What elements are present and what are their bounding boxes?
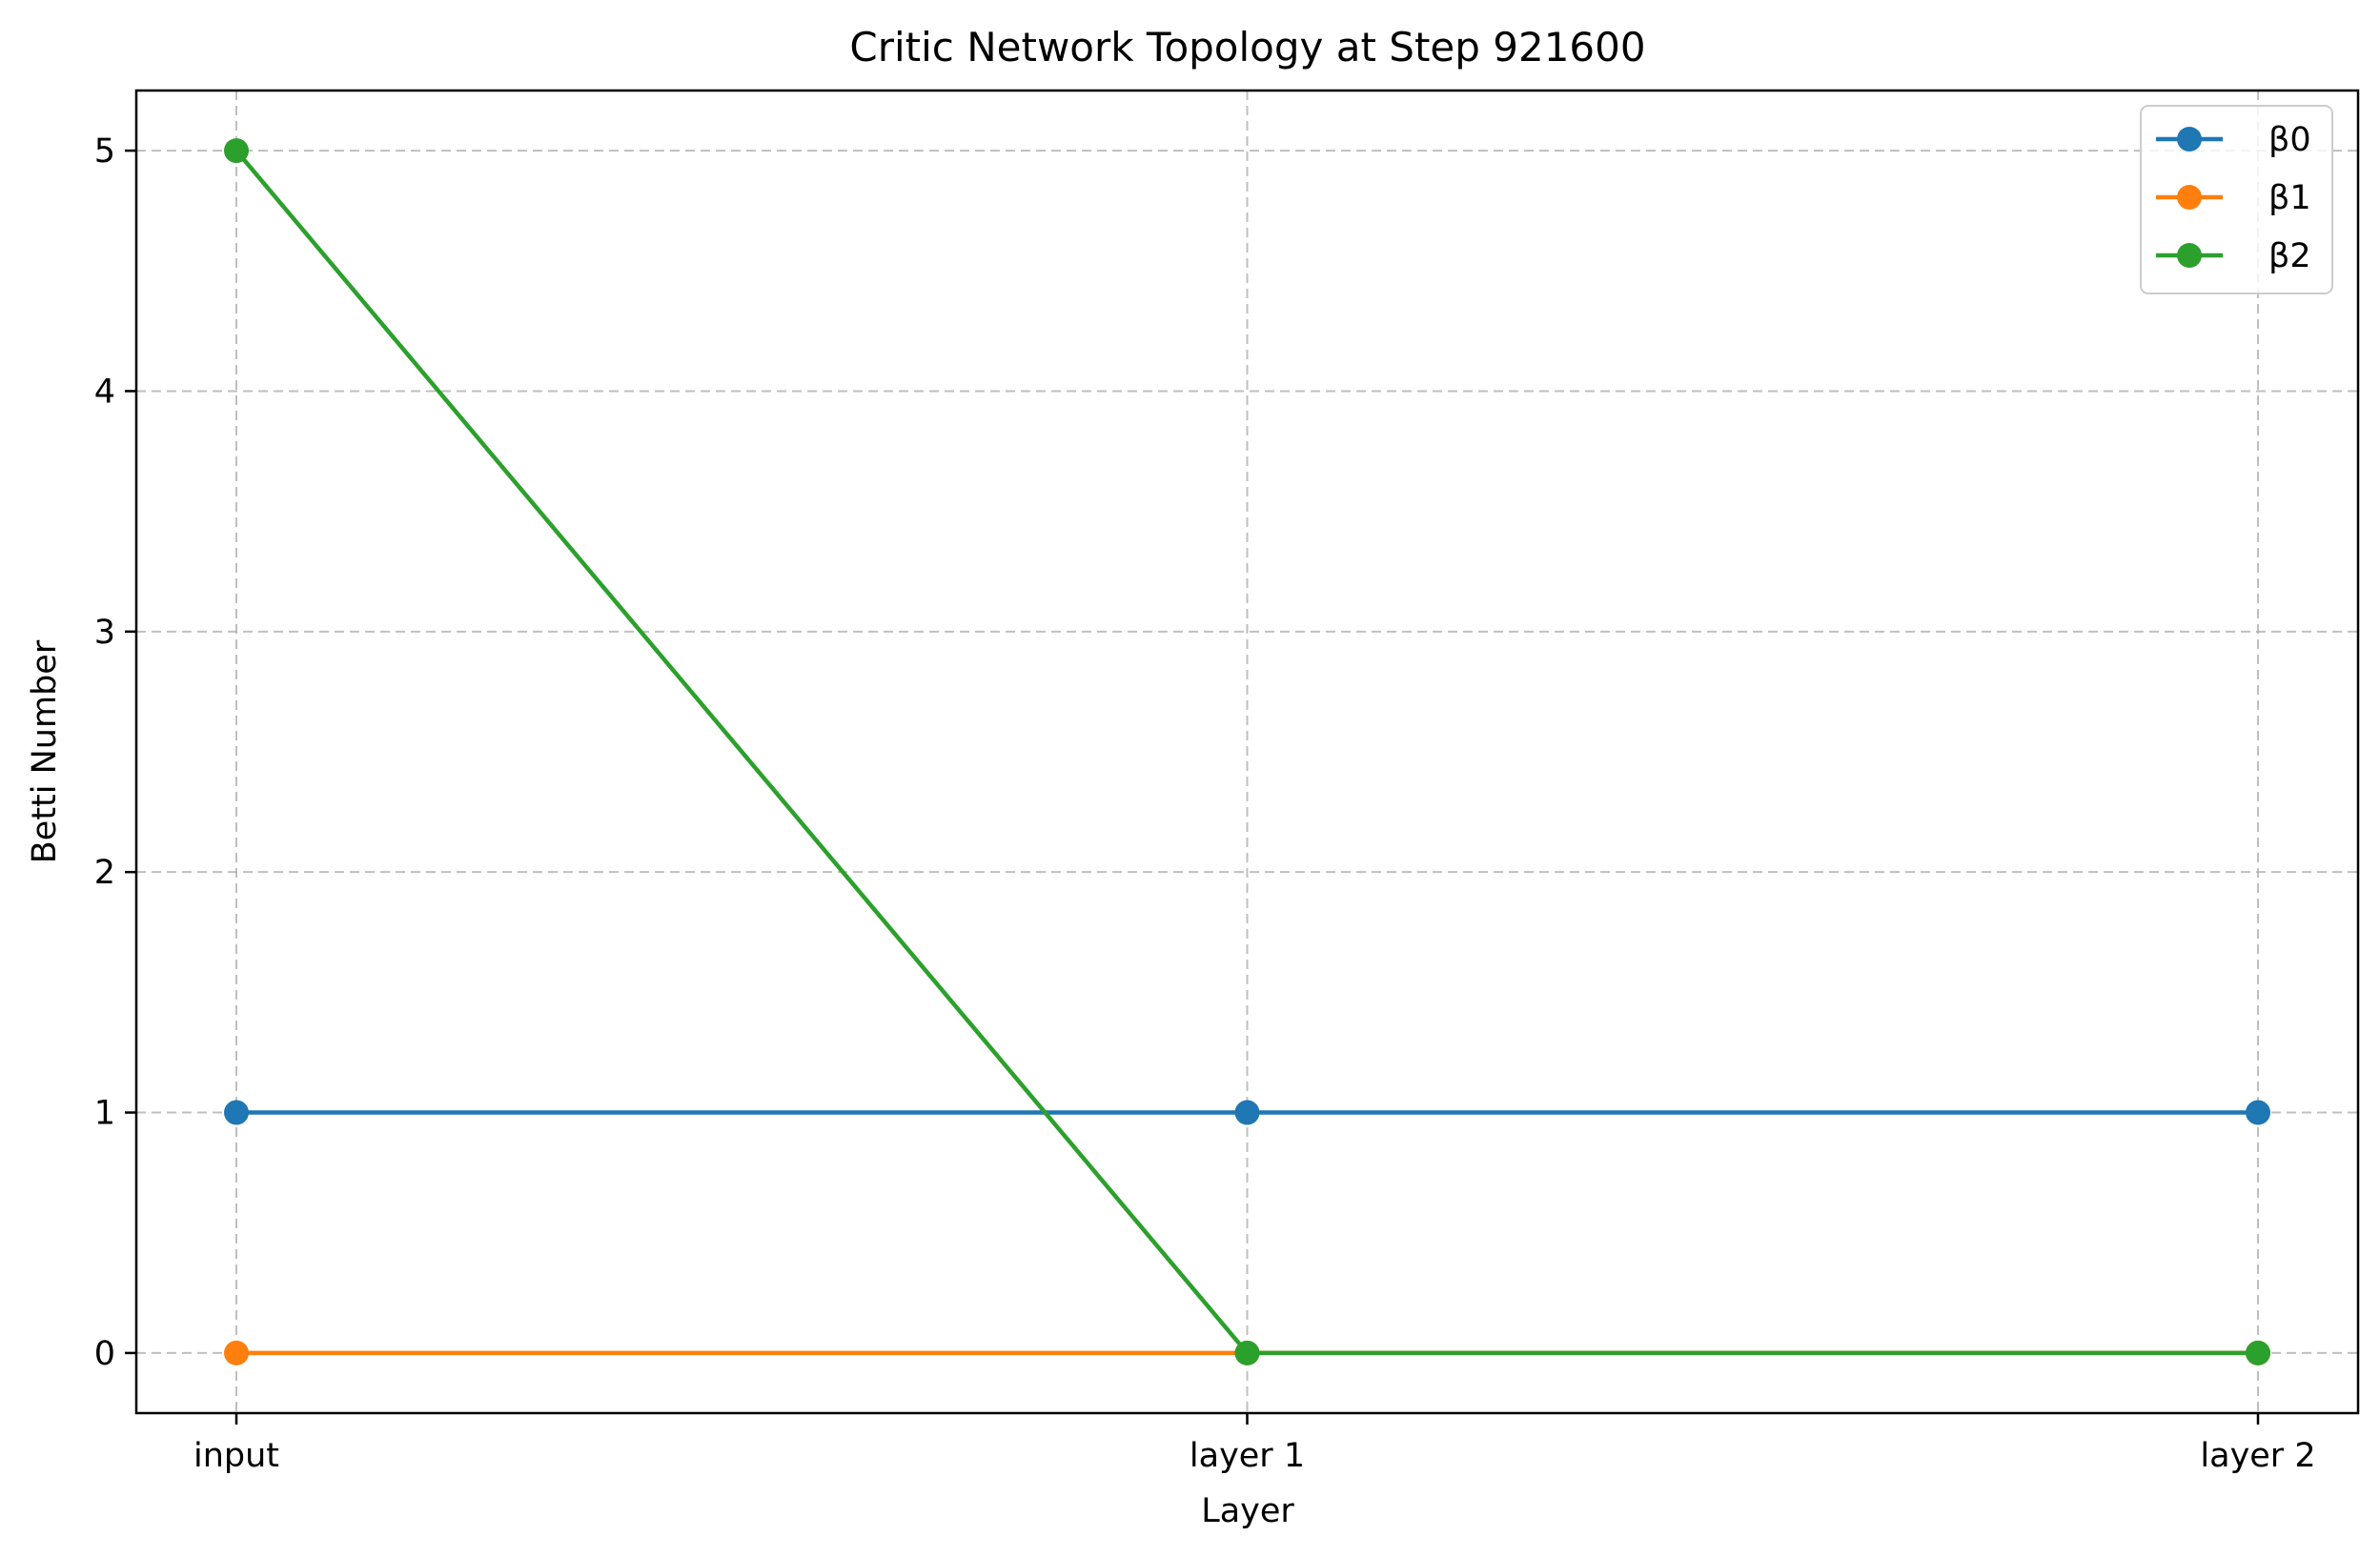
legend-marker bbox=[2177, 185, 2202, 210]
y-tick-label: 1 bbox=[94, 1095, 115, 1133]
plot-series bbox=[224, 138, 2270, 1365]
x-tick-label: input bbox=[193, 1437, 279, 1475]
legend-marker bbox=[2177, 127, 2202, 152]
y-tick-label: 0 bbox=[94, 1335, 115, 1373]
data-point bbox=[2246, 1340, 2270, 1365]
legend-label: β1 bbox=[2268, 179, 2311, 217]
y-axis-ticks: 0 1 2 3 4 5 bbox=[94, 132, 136, 1373]
data-point bbox=[224, 138, 249, 164]
data-point bbox=[2246, 1100, 2270, 1125]
data-point bbox=[1234, 1100, 1260, 1125]
y-tick-label: 5 bbox=[94, 132, 115, 171]
x-tick-label: layer 2 bbox=[2200, 1437, 2315, 1475]
y-tick-label: 4 bbox=[94, 373, 115, 411]
legend: β0 β1 β2 bbox=[2140, 105, 2333, 294]
x-tick-label: layer 1 bbox=[1190, 1437, 1305, 1475]
series-2 bbox=[224, 138, 2270, 1365]
legend-marker bbox=[2177, 243, 2202, 268]
y-tick-label: 2 bbox=[94, 854, 115, 892]
x-axis-ticks: input layer 1 layer 2 bbox=[193, 1413, 2316, 1475]
chart-title: Critic Network Topology at Step 921600 bbox=[849, 24, 1645, 71]
legend-label: β2 bbox=[2268, 237, 2311, 275]
series-0 bbox=[224, 1100, 2270, 1125]
y-tick-label: 3 bbox=[94, 614, 115, 652]
data-point bbox=[224, 1340, 249, 1365]
data-point bbox=[1234, 1340, 1260, 1365]
x-axis-label: Layer bbox=[1201, 1492, 1294, 1530]
legend-label: β0 bbox=[2268, 121, 2311, 159]
y-axis-label: Betti Number bbox=[26, 639, 64, 863]
data-point bbox=[224, 1100, 249, 1125]
